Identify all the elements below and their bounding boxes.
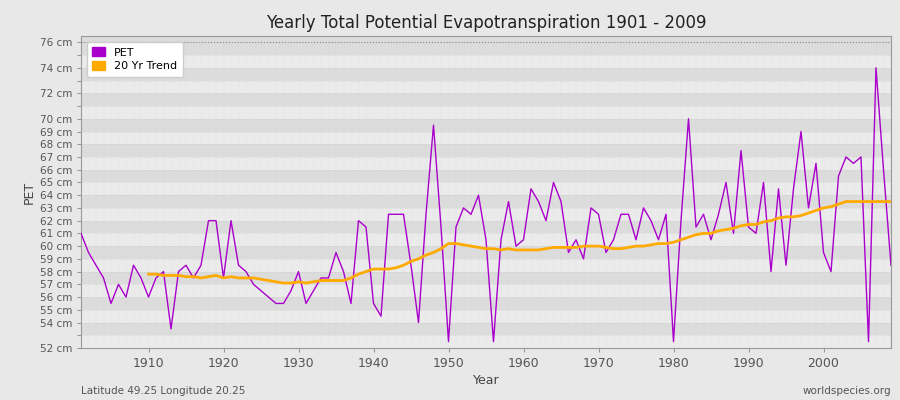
Text: Latitude 49.25 Longitude 20.25: Latitude 49.25 Longitude 20.25 [81, 386, 246, 396]
Bar [81, 93, 891, 106]
Bar [81, 144, 891, 157]
PET [136, 276, 147, 280]
Bar [81, 55, 891, 68]
Title: Yearly Total Potential Evapotranspiration 1901 - 2009: Yearly Total Potential Evapotranspiratio… [266, 14, 706, 32]
20 Yr Trend [278, 281, 289, 286]
Bar [81, 208, 891, 221]
PET [870, 66, 881, 70]
Bar [81, 246, 891, 259]
Bar [81, 297, 891, 310]
PET [346, 301, 356, 306]
PET [76, 231, 86, 236]
20 Yr Trend [886, 199, 896, 204]
Bar [81, 272, 891, 284]
Bar [81, 157, 891, 170]
20 Yr Trend [841, 199, 851, 204]
X-axis label: Year: Year [472, 374, 500, 387]
20 Yr Trend [323, 278, 334, 283]
Bar [81, 182, 891, 195]
Bar [81, 284, 891, 297]
Bar [81, 233, 891, 246]
Bar [81, 322, 891, 335]
Line: PET: PET [81, 68, 891, 342]
Bar [81, 170, 891, 182]
Text: worldspecies.org: worldspecies.org [803, 386, 891, 396]
Bar [81, 106, 891, 119]
PET [301, 301, 311, 306]
PET [526, 186, 536, 191]
Bar [81, 132, 891, 144]
PET [443, 339, 454, 344]
PET [886, 263, 896, 268]
Bar [81, 310, 891, 322]
PET [616, 212, 626, 217]
20 Yr Trend [533, 248, 544, 252]
Bar [81, 195, 891, 208]
20 Yr Trend [593, 244, 604, 248]
20 Yr Trend [293, 279, 304, 284]
20 Yr Trend [833, 202, 844, 206]
Bar [81, 259, 891, 272]
Bar [81, 119, 891, 132]
Bar [81, 68, 891, 80]
Bar [81, 221, 891, 233]
Line: 20 Yr Trend: 20 Yr Trend [148, 202, 891, 283]
Bar [81, 42, 891, 55]
Bar [81, 80, 891, 93]
Bar [81, 335, 891, 348]
20 Yr Trend [143, 272, 154, 276]
Y-axis label: PET: PET [22, 180, 35, 204]
PET [518, 237, 529, 242]
Legend: PET, 20 Yr Trend: PET, 20 Yr Trend [86, 42, 183, 77]
20 Yr Trend [863, 199, 874, 204]
